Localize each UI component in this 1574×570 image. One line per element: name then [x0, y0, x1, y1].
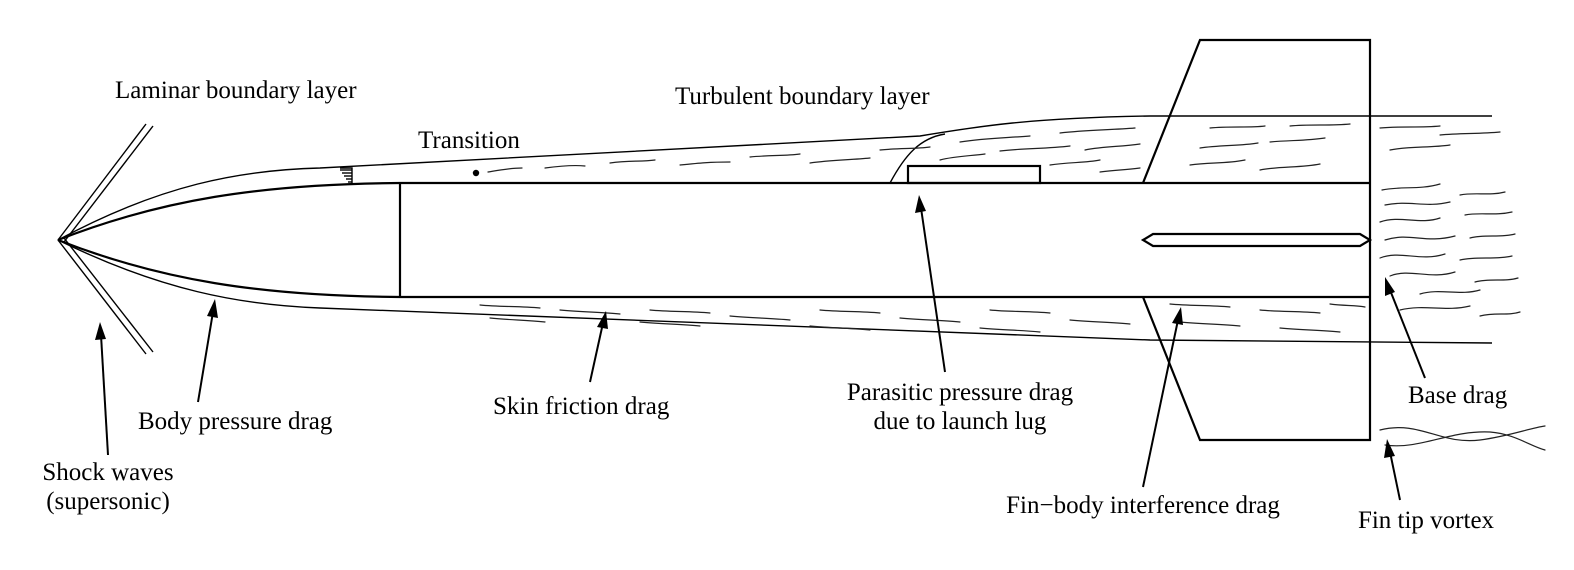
fin-tip-vortex [1379, 425, 1546, 451]
transition-label: Transition [418, 127, 520, 154]
body-pressure-drag-label: Body pressure drag [138, 408, 333, 435]
fins [1140, 38, 1373, 442]
skin-friction-drag-label: Skin friction drag [493, 393, 670, 420]
launch-lug [906, 164, 1042, 185]
leader-arrows [95, 195, 1426, 501]
turbulent-flow-lower [479, 303, 1366, 333]
shock-waves-label-line2: (supersonic) [46, 488, 170, 515]
parasitic-drag-label-line1: Parasitic pressure drag [847, 379, 1074, 406]
velocity-profile [340, 167, 353, 183]
fin-tip-vortex-label: Fin tip vortex [1358, 507, 1495, 534]
turbulent-flow-upper [487, 123, 1501, 173]
fin-body-interference-drag-label: Fin−body interference drag [1006, 492, 1280, 519]
base-drag-label: Base drag [1408, 382, 1508, 409]
boundary-layer-envelope [57, 115, 1493, 344]
nose-cone [57, 181, 402, 299]
laminar-boundary-layer-label: Laminar boundary layer [115, 77, 357, 104]
body-tube [400, 181, 1372, 299]
turbulent-boundary-layer-label: Turbulent boundary layer [675, 83, 930, 110]
base-wake [1379, 183, 1521, 317]
parasitic-drag-label-line2: due to launch lug [874, 408, 1047, 435]
shock-waves [57, 123, 154, 355]
transition-dot [472, 169, 480, 177]
shock-waves-label-line1: Shock waves [42, 459, 173, 486]
